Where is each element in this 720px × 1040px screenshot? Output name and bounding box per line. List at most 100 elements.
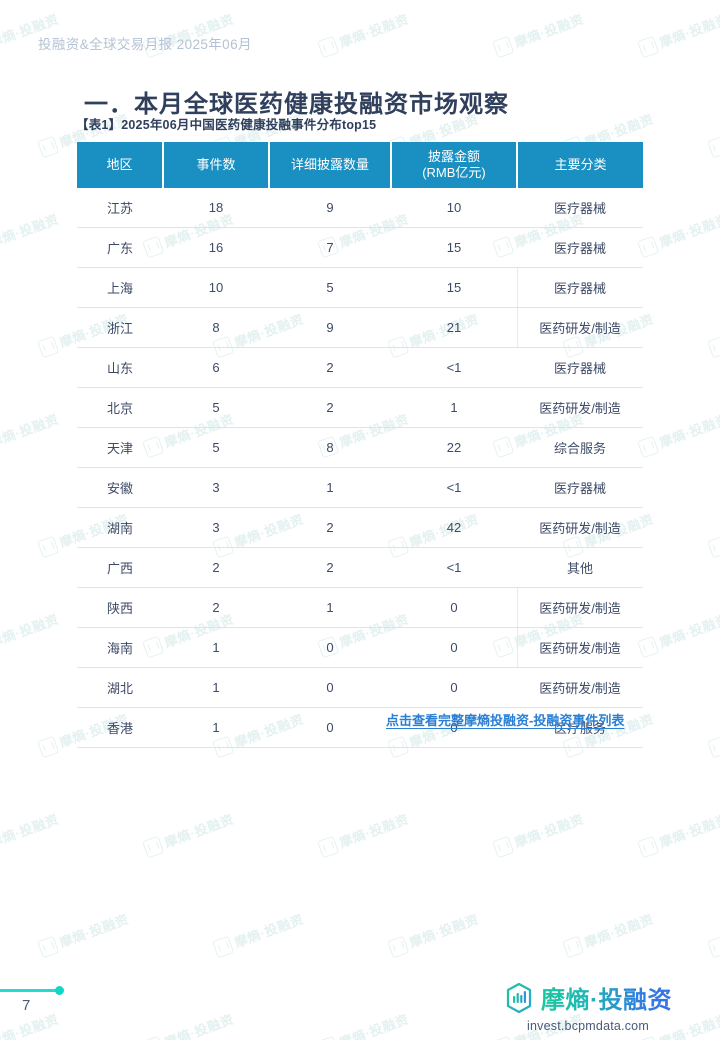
cell-region: 广东 xyxy=(77,227,163,268)
table-row: 安徽 3 1 <1 医疗器械 xyxy=(77,467,643,508)
cell-disclosed: 1 xyxy=(269,587,391,628)
cell-disclosed: 2 xyxy=(269,547,391,588)
page-marker-line xyxy=(0,989,58,992)
cell-region: 上海 xyxy=(77,267,163,308)
column-header-events: 事件数 xyxy=(163,142,270,188)
cell-category: 综合服务 xyxy=(517,427,643,468)
table-header-row: 地区 事件数 详细披露数量 披露金额 (RMB亿元) 主要分类 xyxy=(77,142,643,188)
cell-amount: <1 xyxy=(391,547,517,588)
cell-amount: 15 xyxy=(391,267,518,308)
cell-region: 江苏 xyxy=(77,188,163,228)
cell-region: 海南 xyxy=(77,627,163,668)
running-head: 投融资&全球交易月报 2025年06月 xyxy=(38,37,252,52)
cell-disclosed: 9 xyxy=(269,307,391,348)
cell-amount: 0 xyxy=(391,707,517,748)
footer-logo-row: 摩熵·投融资 xyxy=(504,980,672,1015)
column-header-amount-label: 披露金额 xyxy=(427,148,480,164)
table-row: 香港 1 0 0 医疗服务 xyxy=(77,707,643,748)
cell-amount: 1 xyxy=(391,387,517,428)
cell-region: 广西 xyxy=(77,547,163,588)
cell-region: 香港 xyxy=(77,707,163,748)
cell-disclosed: 0 xyxy=(269,667,391,708)
cell-amount: 21 xyxy=(391,307,518,348)
column-header-region-label: 地区 xyxy=(106,156,133,172)
cell-category: 医药研发/制造 xyxy=(517,667,643,708)
financing-events-table: 地区 事件数 详细披露数量 披露金额 (RMB亿元) 主要分类 江苏 18 9 10 医… xyxy=(77,142,643,748)
column-header-amount-unit: (RMB亿元) xyxy=(422,165,486,180)
cell-region: 山东 xyxy=(77,347,163,388)
cell-disclosed: 0 xyxy=(269,627,391,668)
cell-events: 5 xyxy=(163,427,269,468)
table-row: 北京 5 2 1 医药研发/制造 xyxy=(77,387,643,428)
table-row: 海南 1 0 0 医药研发/制造 xyxy=(77,627,643,668)
cell-events: 18 xyxy=(163,188,269,228)
cell-disclosed: 0 xyxy=(269,707,391,748)
cell-category: 医药研发/制造 xyxy=(517,587,643,628)
cell-amount: <1 xyxy=(391,467,517,508)
cell-amount: 22 xyxy=(391,427,517,468)
cell-disclosed: 2 xyxy=(269,507,391,548)
cell-disclosed: 5 xyxy=(269,267,391,308)
cell-amount: 42 xyxy=(391,507,517,548)
table-row: 湖南 3 2 42 医药研发/制造 xyxy=(77,507,643,548)
cell-amount: 0 xyxy=(391,587,518,628)
cell-disclosed: 7 xyxy=(269,227,391,268)
column-header-amount: 披露金额 (RMB亿元) xyxy=(391,142,518,188)
cell-events: 3 xyxy=(163,467,269,508)
table-header: 地区 事件数 详细披露数量 披露金额 (RMB亿元) 主要分类 xyxy=(77,142,643,188)
cell-category: 医疗器械 xyxy=(517,227,643,268)
column-header-disclosed-label: 详细披露数量 xyxy=(290,156,369,172)
cell-disclosed: 1 xyxy=(269,467,391,508)
column-header-category-label: 主要分类 xyxy=(554,156,607,172)
cell-region: 浙江 xyxy=(77,307,163,348)
cell-events: 1 xyxy=(163,707,269,748)
column-header-category: 主要分类 xyxy=(517,142,643,188)
table-row: 天津 5 8 22 综合服务 xyxy=(77,427,643,468)
cell-events: 2 xyxy=(163,587,269,628)
cell-category: 医疗器械 xyxy=(517,188,643,228)
cell-disclosed: 9 xyxy=(269,188,391,228)
table-row: 广东 16 7 15 医疗器械 xyxy=(77,227,643,268)
cell-events: 5 xyxy=(163,387,269,428)
page-title: 一．本月全球医药健康投融资市场观察 xyxy=(84,91,509,119)
cell-events: 3 xyxy=(163,507,269,548)
cell-amount: 0 xyxy=(391,667,517,708)
table-row: 湖北 1 0 0 医药研发/制造 xyxy=(77,667,643,708)
cell-events: 1 xyxy=(163,667,269,708)
table-row: 上海 10 5 15 医疗器械 xyxy=(77,267,643,308)
hexagon-logo-icon xyxy=(504,982,534,1014)
cell-amount: <1 xyxy=(391,347,517,388)
cell-disclosed: 2 xyxy=(269,347,391,388)
cell-category: 医药研发/制造 xyxy=(517,627,643,668)
cell-amount: 0 xyxy=(391,627,518,668)
cell-amount: 10 xyxy=(391,188,517,228)
cell-category: 医疗器械 xyxy=(517,467,643,508)
column-header-disclosed: 详细披露数量 xyxy=(269,142,392,188)
cell-region: 北京 xyxy=(77,387,163,428)
cell-disclosed: 8 xyxy=(269,427,391,468)
cell-events: 6 xyxy=(163,347,269,388)
cell-category: 医药研发/制造 xyxy=(517,387,643,428)
cell-region: 湖北 xyxy=(77,667,163,708)
cell-category: 医药研发/制造 xyxy=(517,307,643,348)
cell-region: 安徽 xyxy=(77,467,163,508)
column-header-events-label: 事件数 xyxy=(196,156,236,172)
page-number: 7 xyxy=(22,997,31,1014)
cell-region: 陕西 xyxy=(77,587,163,628)
cell-category: 医疗器械 xyxy=(517,347,643,388)
table-row: 浙江 8 9 21 医药研发/制造 xyxy=(77,307,643,348)
cell-disclosed: 2 xyxy=(269,387,391,428)
cell-region: 天津 xyxy=(77,427,163,468)
column-header-region: 地区 xyxy=(77,142,164,188)
cell-amount: 15 xyxy=(391,227,517,268)
cell-category: 医药研发/制造 xyxy=(517,507,643,548)
footer-logo: 摩熵·投融资 invest.bcpmdata.com xyxy=(504,980,672,1033)
footer-logo-text: 摩熵·投融资 xyxy=(541,980,672,1015)
cell-category: 医疗器械 xyxy=(517,267,643,308)
page-marker-dot xyxy=(55,986,64,995)
cell-events: 8 xyxy=(163,307,269,348)
footer-url: invest.bcpmdata.com xyxy=(527,1019,649,1033)
full-event-list-link[interactable]: 点击查看完整摩熵投融资-投融资事件列表 xyxy=(386,713,625,728)
cell-events: 16 xyxy=(163,227,269,268)
